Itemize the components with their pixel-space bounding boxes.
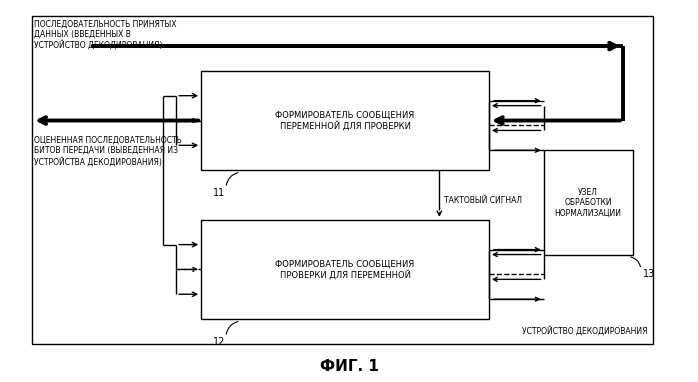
Text: ТАКТОВЫЙ СИГНАЛ: ТАКТОВЫЙ СИГНАЛ xyxy=(445,196,522,205)
Bar xyxy=(32,16,653,344)
Text: УСТРОЙСТВО ДЕКОДИРОВАНИЯ: УСТРОЙСТВО ДЕКОДИРОВАНИЯ xyxy=(522,326,648,336)
Text: ПОСЛЕДОВАТЕЛЬНОСТЬ ПРИНЯТЫХ
ДАННЫХ (ВВЕДЕННЫХ В
УСТРОЙСТВО ДЕКОДИРОВАНИЯ): ПОСЛЕДОВАТЕЛЬНОСТЬ ПРИНЯТЫХ ДАННЫХ (ВВЕД… xyxy=(34,19,177,50)
Text: ФОРМИРОВАТЕЛЬ СООБЩЕНИЯ
ПРОВЕРКИ ДЛЯ ПЕРЕМЕННОЙ: ФОРМИРОВАТЕЛЬ СООБЩЕНИЯ ПРОВЕРКИ ДЛЯ ПЕР… xyxy=(276,259,415,280)
Bar xyxy=(544,150,633,254)
Text: 11: 11 xyxy=(213,188,225,198)
Text: ФИГ. 1: ФИГ. 1 xyxy=(320,359,378,374)
Bar xyxy=(201,220,489,319)
Text: ОЦЕНЕННАЯ ПОСЛЕДОВАТЕЛЬНОСТЬ
БИТОВ ПЕРЕДАЧИ (ВЫВЕДЕННАЯ ИЗ
УСТРОЙСТВА ДЕКОДИРОВА: ОЦЕНЕННАЯ ПОСЛЕДОВАТЕЛЬНОСТЬ БИТОВ ПЕРЕД… xyxy=(34,135,182,166)
Text: ФОРМИРОВАТЕЛЬ СООБЩЕНИЯ
ПЕРЕМЕННОЙ ДЛЯ ПРОВЕРКИ: ФОРМИРОВАТЕЛЬ СООБЩЕНИЯ ПЕРЕМЕННОЙ ДЛЯ П… xyxy=(276,110,415,131)
Bar xyxy=(201,71,489,170)
Text: УЗЕЛ
ОБРАБОТКИ
НОРМАЛИЗАЦИИ: УЗЕЛ ОБРАБОТКИ НОРМАЛИЗАЦИИ xyxy=(555,188,622,217)
Text: 12: 12 xyxy=(213,337,225,347)
Text: 13: 13 xyxy=(643,269,655,279)
